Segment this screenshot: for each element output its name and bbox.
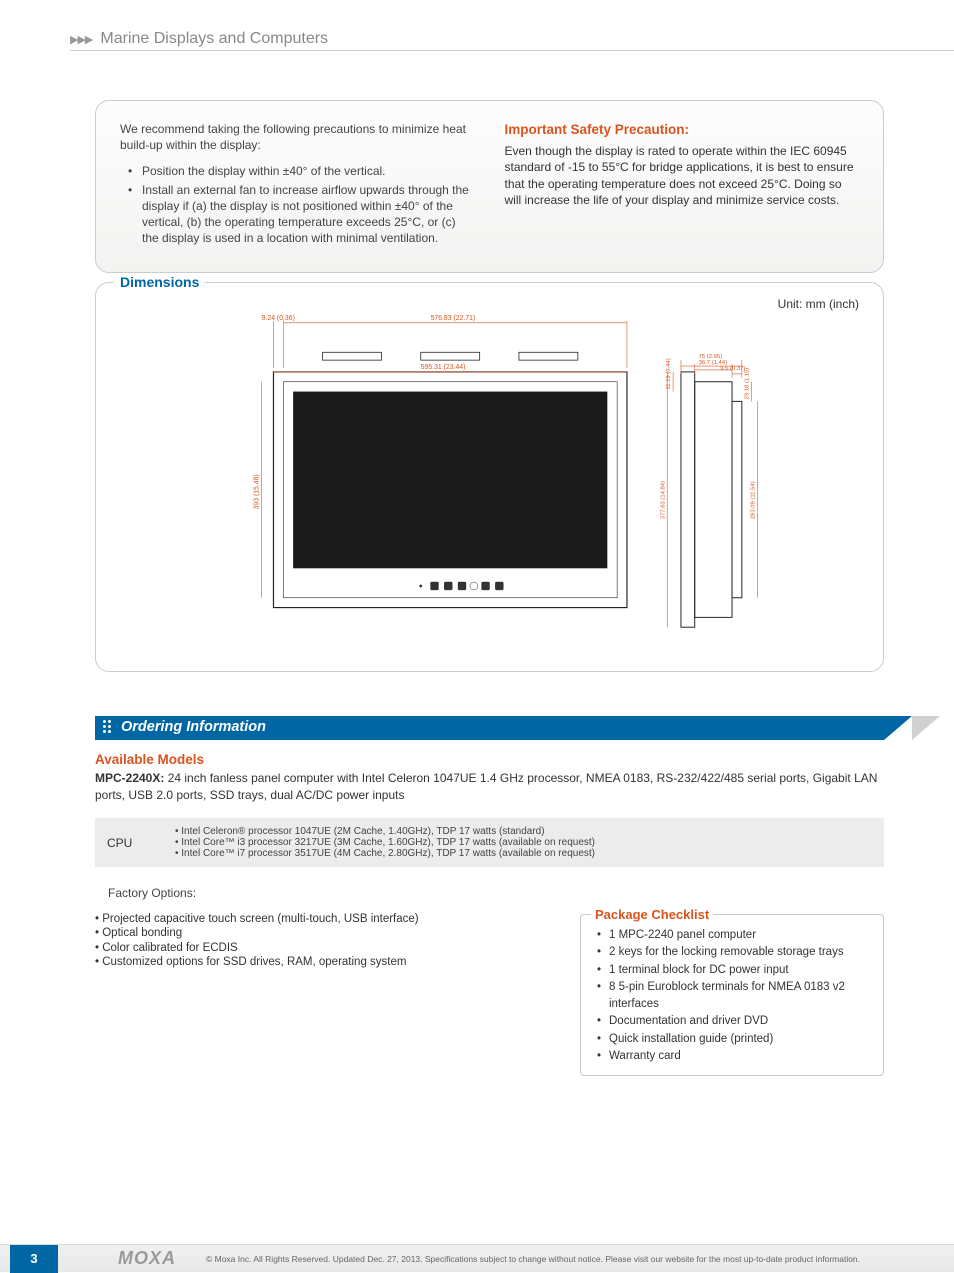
dim-label: 9.5 (0.37) (720, 366, 745, 372)
ordering-header: Ordering Information (95, 716, 884, 740)
page-header: ▶▶▶ Marine Displays and Computers (70, 30, 954, 48)
cpu-item: Intel Core™ i3 processor 3217UE (3M Cach… (175, 837, 595, 848)
factory-item: Projected capacitive touch screen (multi… (95, 912, 419, 926)
dim-label: 9.24 (0.36) (262, 315, 295, 322)
cpu-list: Intel Celeron® processor 1047UE (2M Cach… (175, 826, 595, 859)
safety-text: Even though the display is rated to oper… (505, 143, 860, 208)
package-item: Warranty card (595, 1048, 869, 1065)
dim-label: 595.31 (23.44) (421, 364, 466, 371)
dim-label: 377.63 (14.84) (660, 481, 666, 519)
precaution-intro: We recommend taking the following precau… (120, 121, 475, 153)
dim-label: 393 (15.48) (254, 474, 261, 509)
package-item: 1 MPC-2240 panel computer (595, 927, 869, 944)
cpu-item: Intel Celeron® processor 1047UE (2M Cach… (175, 826, 595, 837)
package-item: Quick installation guide (printed) (595, 1031, 869, 1048)
package-checklist-panel: Package Checklist 1 MPC-2240 panel compu… (580, 914, 884, 1076)
package-item: 8 5-pin Euroblock terminals for NMEA 018… (595, 979, 869, 1014)
factory-options-list: Projected capacitive touch screen (multi… (95, 912, 419, 970)
breadcrumb-arrows-icon: ▶▶▶ (70, 33, 92, 46)
dim-label: 11.19 (0.44) (666, 358, 672, 389)
package-item: 2 keys for the locking removable storage… (595, 944, 869, 961)
dim-label: 576.83 (22.71) (431, 315, 476, 322)
available-models-heading: Available Models (95, 752, 204, 767)
moxa-logo: MOXA (118, 1248, 176, 1269)
cpu-item: Intel Core™ i7 processor 3517UE (4M Cach… (175, 848, 595, 859)
dots-icon (103, 720, 111, 734)
dim-label: 293.09 (11.54) (751, 481, 757, 519)
factory-item: Color calibrated for ECDIS (95, 941, 419, 955)
breadcrumb-title: Marine Displays and Computers (100, 30, 328, 48)
page-footer: 3 MOXA © Moxa Inc. All Rights Reserved. … (0, 1244, 954, 1272)
factory-item: Optical bonding (95, 926, 419, 940)
model-desc: 24 inch fanless panel computer with Inte… (95, 771, 877, 802)
factory-item: Customized options for SSD drives, RAM, … (95, 955, 419, 969)
page-number: 3 (10, 1245, 58, 1273)
precaution-item: Install an external fan to increase airf… (132, 182, 475, 247)
precaution-right-col: Important Safety Precaution: Even though… (505, 121, 860, 248)
dimensions-diagram: 9.24 (0.36) 576.83 (22.71) 595.31 (23.44… (136, 313, 843, 647)
dimensions-panel: Dimensions Unit: mm (inch) (95, 282, 884, 672)
precaution-left-col: We recommend taking the following precau… (120, 121, 475, 248)
precaution-panel: We recommend taking the following precau… (95, 100, 884, 273)
package-title: Package Checklist (591, 907, 713, 922)
cpu-table: CPU Intel Celeron® processor 1047UE (2M … (95, 818, 884, 867)
dimensions-unit: Unit: mm (inch) (778, 297, 859, 311)
factory-options-heading: Factory Options: (108, 886, 196, 900)
ordering-title: Ordering Information (121, 719, 266, 735)
footer-copyright: © Moxa Inc. All Rights Reserved. Updated… (206, 1254, 860, 1264)
model-name: MPC-2240X: (95, 771, 164, 785)
package-list: 1 MPC-2240 panel computer 2 keys for the… (595, 927, 869, 1065)
ordering-tab: Ordering Information (95, 716, 884, 740)
safety-heading: Important Safety Precaution: (505, 121, 860, 139)
dimensions-title: Dimensions (114, 274, 205, 290)
cpu-label: CPU (107, 836, 147, 850)
available-models-desc: MPC-2240X: 24 inch fanless panel compute… (95, 770, 884, 804)
dim-label: 29.18 (1.15) (745, 368, 751, 400)
precaution-list: Position the display within ±40° of the … (120, 163, 475, 246)
package-item: 1 terminal block for DC power input (595, 962, 869, 979)
header-divider (70, 50, 954, 51)
package-item: Documentation and driver DVD (595, 1013, 869, 1030)
precaution-item: Position the display within ±40° of the … (132, 163, 475, 179)
